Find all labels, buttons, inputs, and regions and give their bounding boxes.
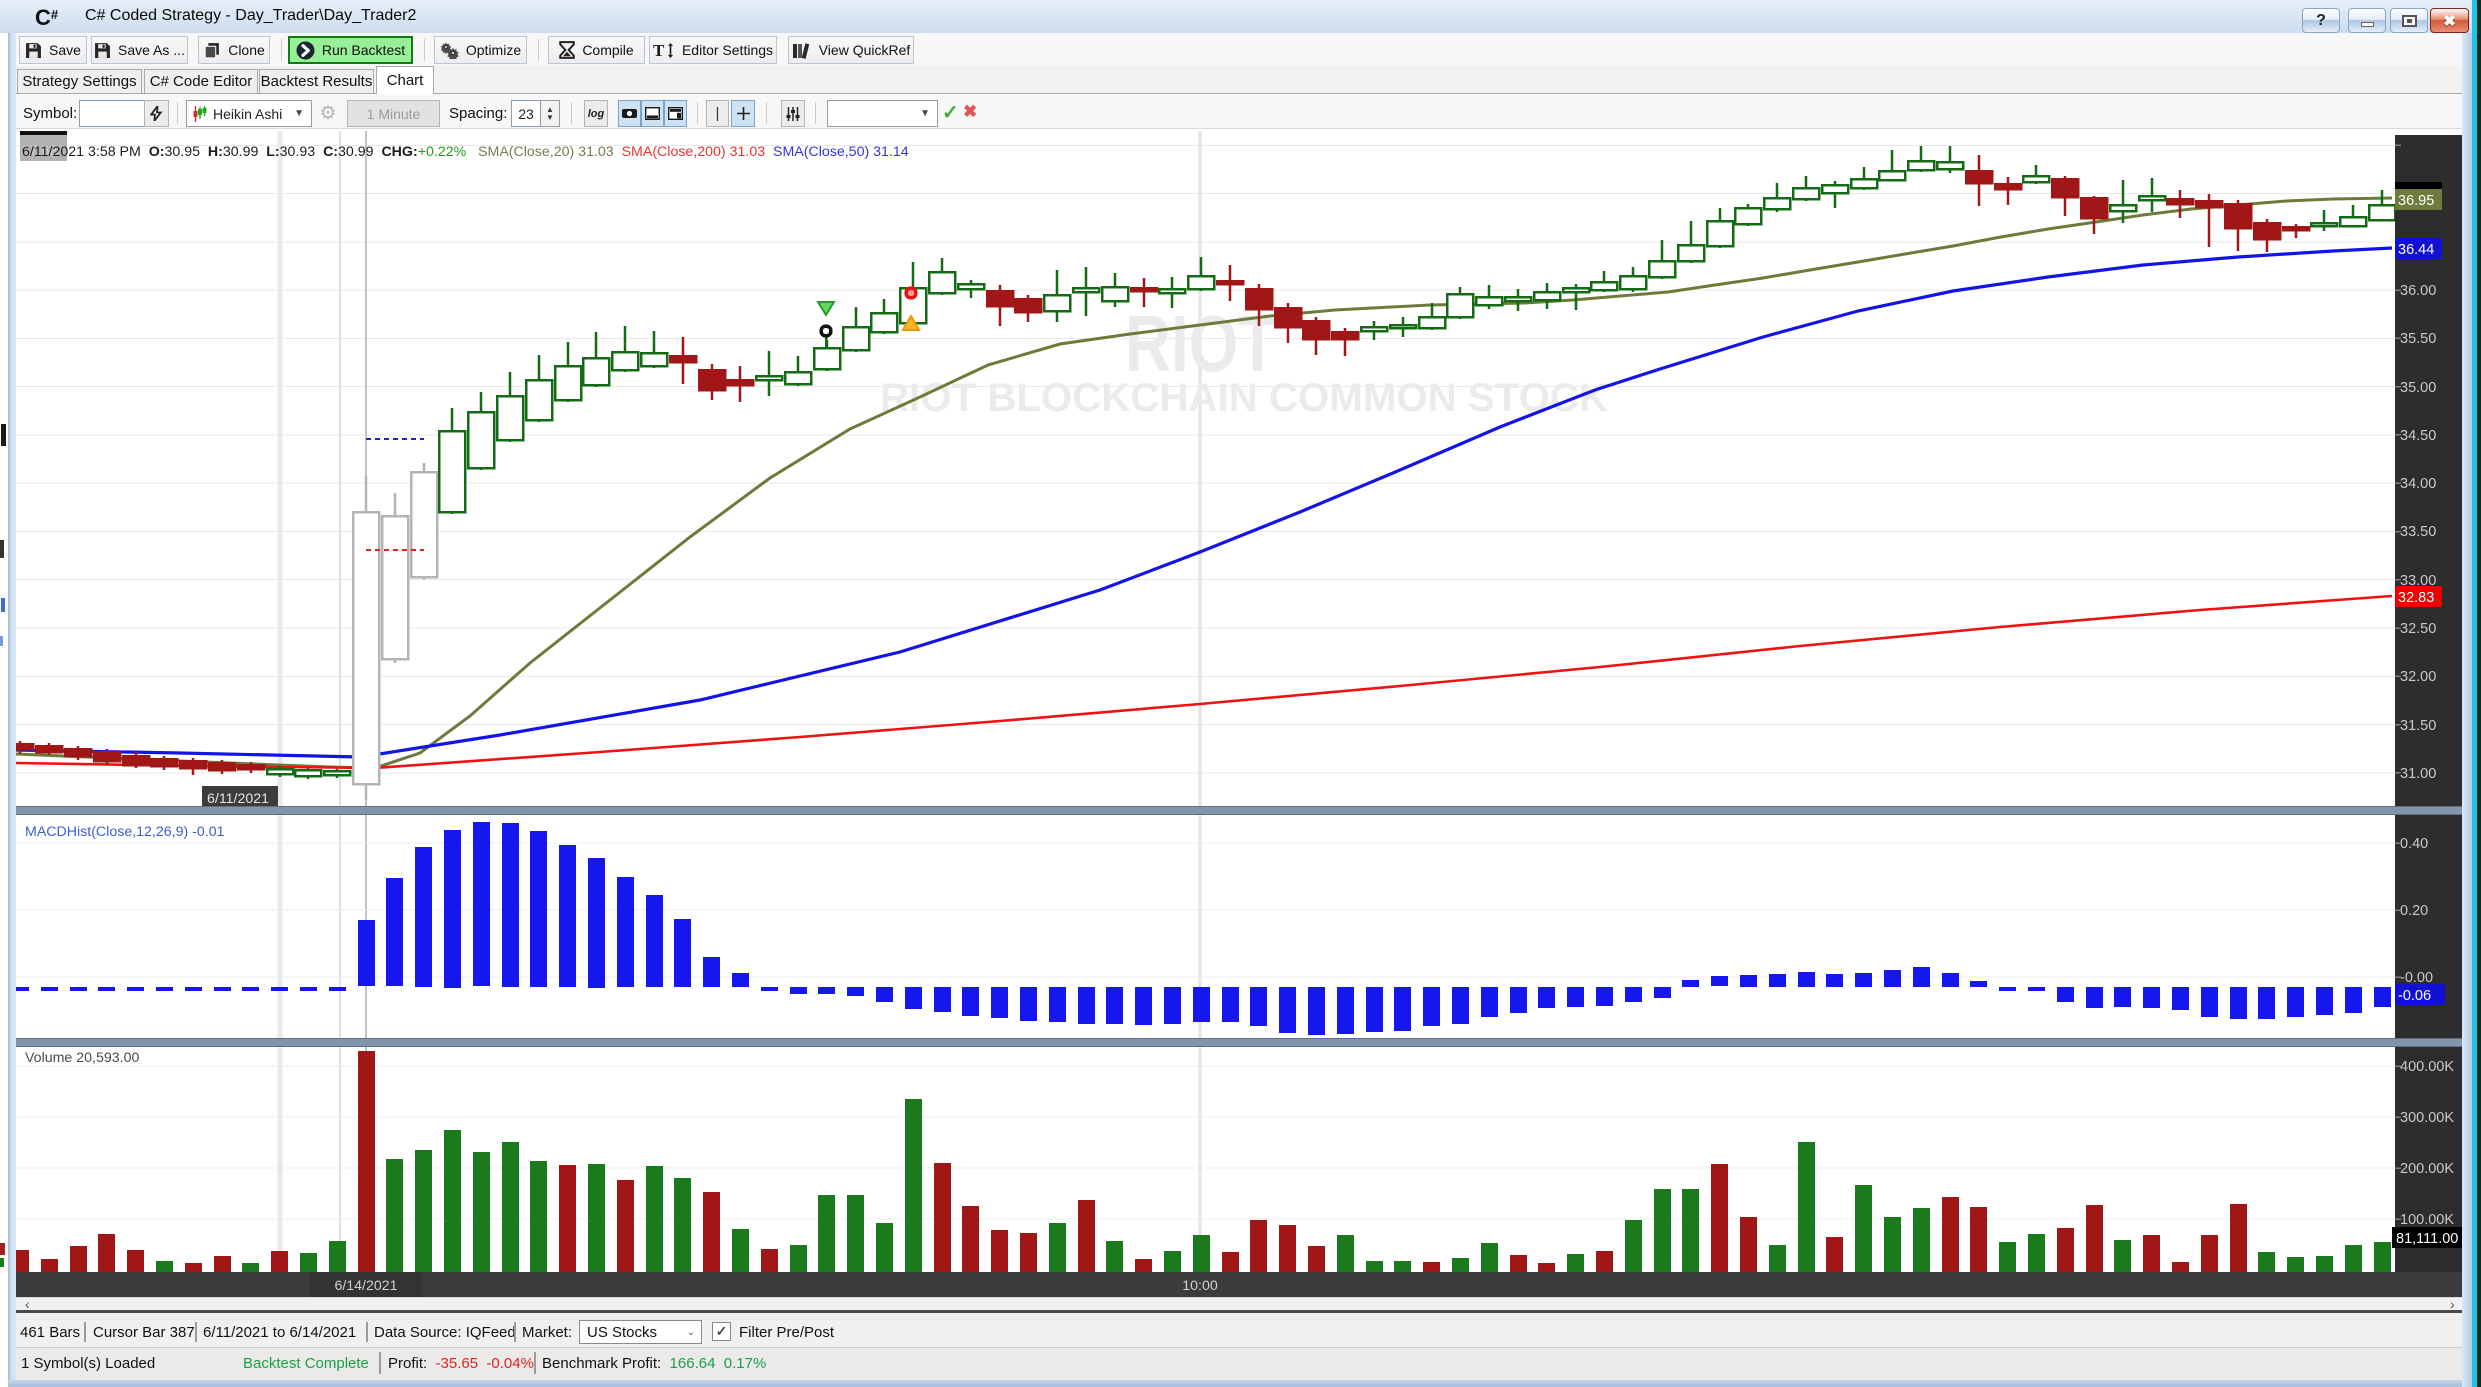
svg-text:10:00: 10:00 xyxy=(1182,1278,1218,1294)
svg-text:35.50: 35.50 xyxy=(2400,331,2436,347)
svg-text:-0.06: -0.06 xyxy=(2398,988,2431,1004)
svg-text:T: T xyxy=(653,42,665,59)
svg-text:31.50: 31.50 xyxy=(2400,718,2436,734)
svg-text:100.00K: 100.00K xyxy=(2400,1212,2454,1228)
svg-text:6/14/2021: 6/14/2021 xyxy=(334,1278,397,1294)
svg-text:31.00: 31.00 xyxy=(2400,766,2436,782)
svg-text:37.62: 37.62 xyxy=(22,142,57,158)
svg-text:6/11/2021 3:58 PM O:30.95 H:: 6/11/2021 3:58 PM O:30.95 H:30.99 L:30.9… xyxy=(22,144,909,160)
svg-text:RIOT BLOCKCHAIN COMMON STOCK: RIOT BLOCKCHAIN COMMON STOCK xyxy=(880,376,1608,420)
svg-text:300.00K: 300.00K xyxy=(2400,1110,2454,1126)
svg-text:-0.00: -0.00 xyxy=(2400,970,2433,986)
svg-text:›: › xyxy=(2450,1296,2455,1312)
svg-text:34.50: 34.50 xyxy=(2400,428,2436,444)
svg-text:RIOT: RIOT xyxy=(1125,299,1277,388)
svg-text:36.44: 36.44 xyxy=(2398,242,2434,258)
svg-text:0.20: 0.20 xyxy=(2400,903,2428,919)
svg-text:32.83: 32.83 xyxy=(2398,590,2434,606)
svg-text:MACDHist(Close,12,26,9) -0.01: MACDHist(Close,12,26,9) -0.01 xyxy=(25,824,225,840)
svg-text:33.50: 33.50 xyxy=(2400,524,2436,540)
svg-text:32.00: 32.00 xyxy=(2400,669,2436,685)
svg-text:33.00: 33.00 xyxy=(2400,573,2436,589)
svg-text:6/11/2021: 6/11/2021 xyxy=(207,791,269,807)
svg-text:35.00: 35.00 xyxy=(2400,380,2436,396)
svg-text:400.00K: 400.00K xyxy=(2400,1059,2454,1075)
svg-text:‹: ‹ xyxy=(25,1296,30,1312)
svg-text:32.50: 32.50 xyxy=(2400,621,2436,637)
svg-text:Volume 20,593.00: Volume 20,593.00 xyxy=(25,1050,139,1066)
svg-text:81,111.00: 81,111.00 xyxy=(2396,1231,2458,1247)
svg-text:34.00: 34.00 xyxy=(2400,476,2436,492)
svg-text:36.00: 36.00 xyxy=(2400,283,2436,299)
svg-text:0.40: 0.40 xyxy=(2400,836,2428,852)
svg-text:36.95: 36.95 xyxy=(2398,193,2434,209)
svg-text:200.00K: 200.00K xyxy=(2400,1161,2454,1177)
